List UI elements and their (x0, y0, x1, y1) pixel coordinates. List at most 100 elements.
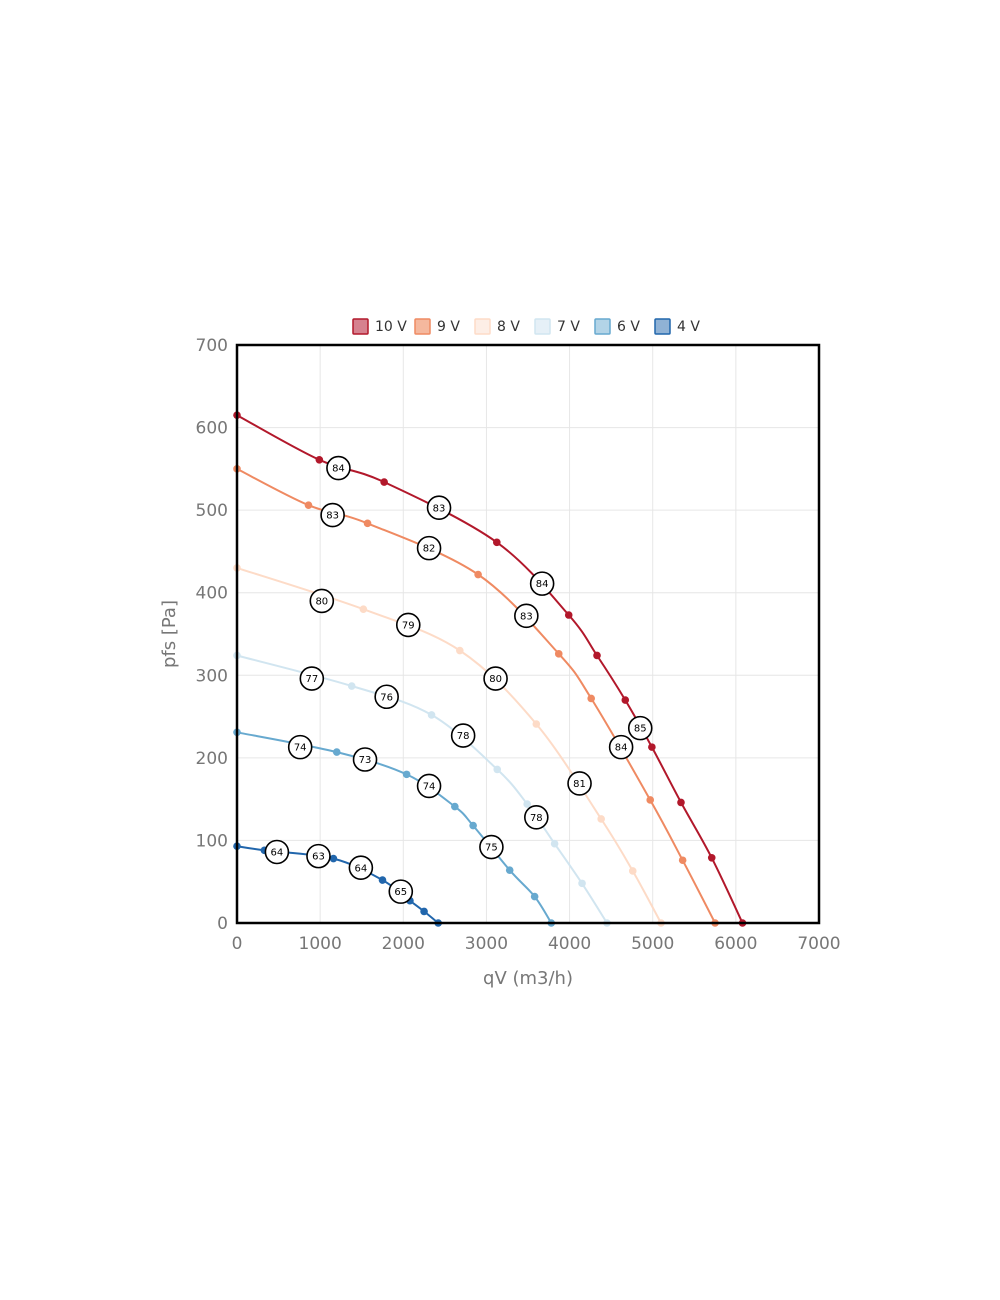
efficiency-label-circle (416, 535, 442, 561)
efficiency-label-circle (320, 502, 345, 528)
legend-label: 4 V (677, 319, 700, 335)
efficiency-label: 73 (352, 747, 378, 772)
efficiency-label-circle (483, 666, 508, 691)
data-point (593, 651, 601, 660)
efficiency-label-text: 63 (312, 852, 325, 863)
efficiency-label-text: 83 (520, 611, 533, 622)
efficiency-label-circle (627, 715, 653, 741)
legend-label: 7 V (557, 319, 580, 335)
efficiency-label: 76 (374, 684, 399, 710)
series-line (236, 414, 744, 924)
data-point (523, 800, 531, 808)
y-axis-title: pfs [Pa] (159, 600, 180, 668)
data-point (677, 798, 685, 807)
data-point (380, 478, 388, 486)
efficiency-label: 63 (306, 843, 331, 869)
efficiency-label-circle (608, 734, 634, 760)
efficiency-label: 81 (567, 771, 592, 796)
legend-item[interactable]: 9 V (414, 318, 460, 335)
data-point (451, 802, 459, 811)
legend-item[interactable]: 4 V (654, 318, 700, 335)
efficiency-label: 80 (483, 666, 508, 691)
efficiency-label: 74 (287, 734, 313, 760)
efficiency-label-text: 75 (485, 843, 498, 854)
efficiency-label-circle (514, 603, 539, 629)
efficiency-label-text: 64 (355, 863, 368, 874)
efficiency-label-circle (309, 588, 335, 614)
x-tick-label: 3000 (465, 934, 508, 954)
efficiency-label-text: 64 (271, 848, 284, 859)
y-tick-label: 200 (196, 749, 228, 769)
legend-item[interactable]: 10 V (352, 318, 407, 335)
efficiency-label-text: 84 (615, 743, 628, 754)
efficiency-label-text: 78 (457, 731, 470, 742)
efficiency-label-text: 83 (433, 503, 446, 514)
data-point (550, 839, 559, 848)
efficiency-label-circle (479, 834, 504, 860)
plot-frame (235, 343, 821, 925)
efficiency-label-circle (416, 773, 442, 799)
x-tick-label: 4000 (548, 934, 591, 954)
efficiency-label-text: 82 (423, 544, 436, 555)
data-point (329, 854, 338, 863)
efficiency-label: 79 (395, 612, 421, 638)
efficiency-label-text: 76 (380, 692, 393, 703)
data-point (532, 720, 541, 728)
efficiency-label: 64 (348, 855, 374, 880)
efficiency-label: 82 (416, 535, 442, 561)
x-tick-label: 1000 (299, 934, 342, 954)
efficiency-label-circle (567, 771, 592, 796)
grid (237, 345, 819, 923)
data-point (474, 570, 482, 579)
data-point (359, 605, 368, 614)
y-tick-label: 700 (196, 336, 228, 356)
efficiency-label-circle (264, 839, 290, 865)
data-point (493, 765, 502, 774)
data-point (427, 711, 436, 719)
efficiency-label-circle (306, 843, 331, 869)
y-tick-label: 100 (196, 831, 228, 851)
legend-item[interactable]: 7 V (534, 318, 580, 335)
efficiency-label-text: 74 (423, 782, 436, 793)
legend-label: 8 V (497, 319, 520, 335)
efficiency-label: 64 (264, 839, 290, 865)
x-tick-label: 0 (232, 934, 243, 954)
data-point (530, 892, 539, 901)
efficiency-label: 65 (388, 879, 414, 904)
efficiency-label: 77 (299, 666, 325, 691)
data-point (304, 501, 313, 509)
data-point (578, 879, 586, 888)
legend[interactable]: 10 V 9 V 8 V 7 V 6 V 4 V (352, 318, 700, 335)
efficiency-label-circle (326, 455, 351, 481)
efficiency-label-text: 84 (332, 464, 345, 475)
legend-swatch (474, 318, 491, 335)
efficiency-label: 85 (627, 715, 653, 741)
legend-swatch (352, 318, 369, 335)
series-layer (233, 411, 747, 927)
efficiency-label-text: 74 (294, 743, 307, 754)
legend-swatch (414, 318, 431, 335)
efficiency-label: 84 (529, 571, 555, 596)
axes: 0 1000 2000 3000 4000 5000 6000 7000 0 100 200 300 4… (196, 336, 841, 954)
efficiency-label-circle (287, 734, 313, 760)
data-point (493, 538, 501, 547)
data-point (332, 748, 341, 756)
legend-swatch (534, 318, 551, 335)
efficiency-label-text: 83 (326, 511, 339, 522)
legend-label: 6 V (617, 319, 640, 335)
efficiency-label-circle (374, 684, 399, 710)
data-point (420, 907, 428, 916)
legend-swatch (654, 318, 671, 335)
efficiency-label-text: 80 (489, 674, 502, 685)
efficiency-label: 78 (450, 723, 476, 748)
legend-item[interactable]: 8 V (474, 318, 520, 335)
legend-item[interactable]: 6 V (594, 318, 640, 335)
efficiency-label-text: 77 (305, 674, 318, 685)
efficiency-label: 84 (326, 455, 351, 481)
efficiency-label: 83 (320, 502, 345, 528)
data-point (707, 853, 716, 862)
data-point (469, 821, 477, 830)
y-tick-label: 300 (196, 666, 228, 686)
y-tick-label: 400 (196, 584, 228, 604)
x-axis-title: qV (m3/h) (483, 968, 573, 989)
